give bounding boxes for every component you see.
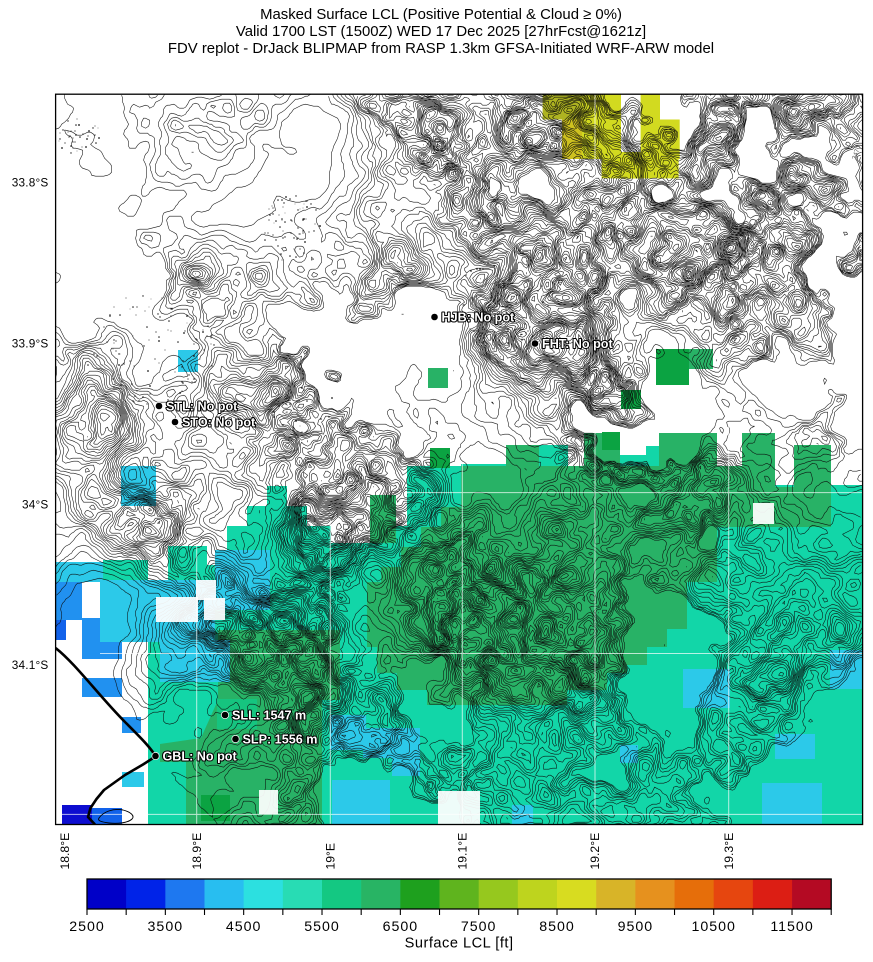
svg-text:11500: 11500 (770, 919, 813, 935)
svg-text:19.3°E: 19.3°E (722, 833, 736, 870)
svg-text:19.1°E: 19.1°E (456, 833, 470, 870)
svg-text:HJB: No pot: HJB: No pot (442, 310, 516, 324)
svg-text:7500: 7500 (461, 919, 497, 935)
svg-text:6500: 6500 (383, 919, 419, 935)
svg-text:9500: 9500 (618, 919, 654, 935)
svg-text:33.8°S: 33.8°S (12, 176, 49, 190)
svg-text:19°E: 19°E (324, 843, 338, 870)
svg-text:STO: No pot: STO: No pot (182, 415, 256, 429)
svg-text:8500: 8500 (539, 919, 575, 935)
svg-text:3500: 3500 (148, 919, 184, 935)
svg-text:5500: 5500 (304, 919, 340, 935)
svg-text:33.9°S: 33.9°S (12, 336, 49, 350)
svg-text:3470: 3470 (851, 144, 862, 160)
svg-text:34°S: 34°S (22, 497, 49, 511)
svg-text:18.8°E: 18.8°E (58, 833, 72, 870)
svg-text:FHT: No pot: FHT: No pot (542, 337, 613, 351)
svg-text:4500: 4500 (226, 919, 262, 935)
svg-text:SLP: 1556 m: SLP: 1556 m (243, 732, 318, 746)
svg-text:34.1°S: 34.1°S (12, 658, 49, 672)
svg-text:SLL: 1547 m: SLL: 1547 m (232, 708, 306, 722)
svg-text:Surface LCL [ft]: Surface LCL [ft] (405, 936, 514, 952)
svg-text:GBL: No pot: GBL: No pot (163, 749, 238, 763)
svg-text:STL: No pot: STL: No pot (166, 399, 238, 413)
svg-text:18.9°E: 18.9°E (190, 833, 204, 870)
svg-text:19.2°E: 19.2°E (588, 833, 602, 870)
svg-text:2500: 2500 (69, 919, 105, 935)
svg-text:10500: 10500 (691, 919, 735, 935)
